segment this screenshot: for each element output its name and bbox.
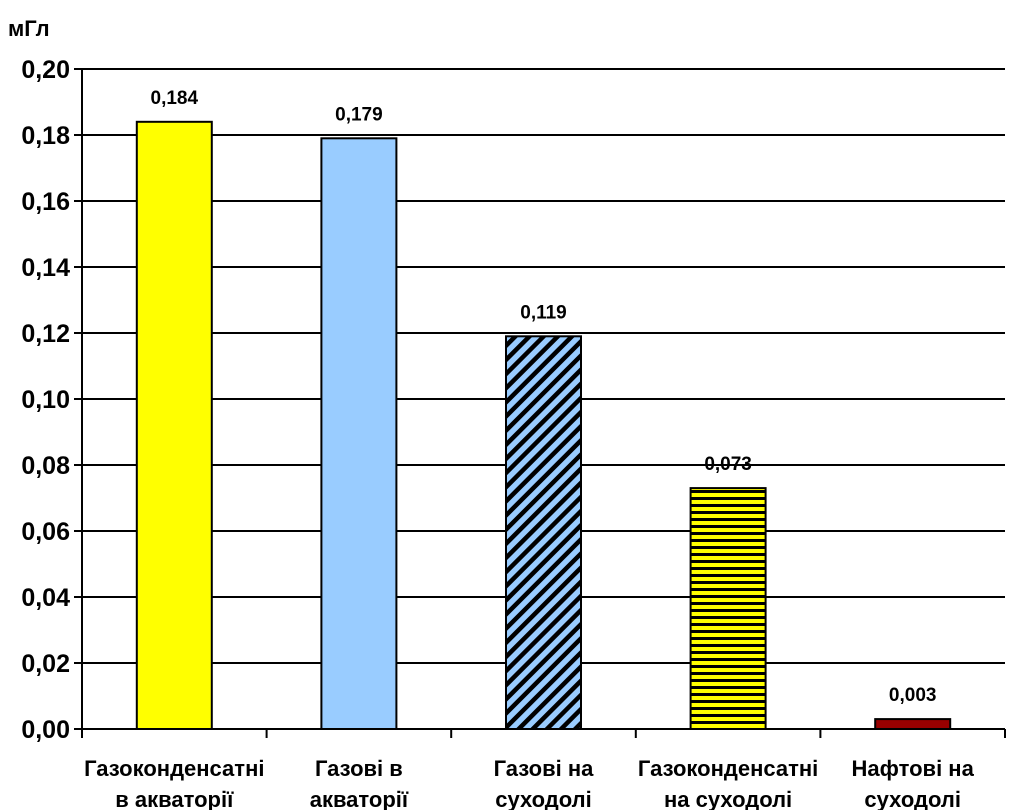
bar — [874, 718, 952, 730]
bar — [135, 120, 213, 731]
y-tick-label: 0,20 — [21, 56, 70, 84]
category-label-line: Газоконденсатні — [84, 756, 264, 781]
data-label: 0,119 — [520, 302, 567, 323]
axes — [74, 68, 1006, 738]
data-labels: 0,184 0,179 0,119 0,073 0,003 — [151, 88, 937, 706]
data-label: 0,073 — [704, 454, 752, 475]
category-label-line: Газоконденсатні — [638, 756, 818, 781]
y-tick-label: 0,18 — [21, 122, 70, 150]
bar — [320, 137, 398, 731]
category-label-line: в акваторії — [115, 787, 234, 810]
category-label-line: Газові в — [315, 756, 403, 781]
y-tick-label: 0,12 — [21, 320, 70, 348]
y-tick-label: 0,08 — [21, 452, 70, 480]
category-label: Газоконденсатні в акваторії — [84, 756, 264, 810]
bar — [505, 335, 582, 730]
bars — [135, 120, 952, 731]
y-tick-label: 0,04 — [21, 584, 70, 612]
category-label: Газові на суходолі — [494, 756, 595, 810]
category-label-line: суходолі — [864, 787, 961, 810]
y-tick-label: 0,00 — [21, 716, 70, 744]
category-label-line: Нафтові на — [852, 756, 975, 781]
y-axis-tick-labels: 0,00 0,02 0,04 0,06 0,08 0,10 0,12 0,14 0,16 0,18… — [21, 56, 70, 744]
x-axis-category-labels: Газоконденсатні в акваторії Газові в аквато… — [84, 756, 974, 810]
y-tick-label: 0,16 — [21, 188, 70, 216]
category-label-line: суходолі — [495, 787, 592, 810]
data-label: 0,179 — [335, 104, 383, 125]
category-label-line: Газові на — [494, 756, 595, 781]
y-tick-label: 0,14 — [21, 254, 70, 282]
y-tick-label: 0,10 — [21, 386, 70, 414]
data-label: 0,184 — [151, 88, 199, 109]
category-label-line: на суходолі — [664, 787, 792, 810]
data-label: 0,003 — [889, 685, 937, 706]
bar — [689, 487, 767, 730]
category-label: Нафтові на суходолі — [852, 756, 975, 810]
y-tick-label: 0,02 — [21, 650, 70, 678]
category-label: Газові в акваторії — [310, 756, 409, 810]
y-axis-unit-label: мГл — [8, 16, 50, 41]
category-label-line: акваторії — [310, 787, 409, 810]
y-tick-label: 0,06 — [21, 518, 70, 546]
category-label: Газоконденсатні на суходолі — [638, 756, 818, 810]
